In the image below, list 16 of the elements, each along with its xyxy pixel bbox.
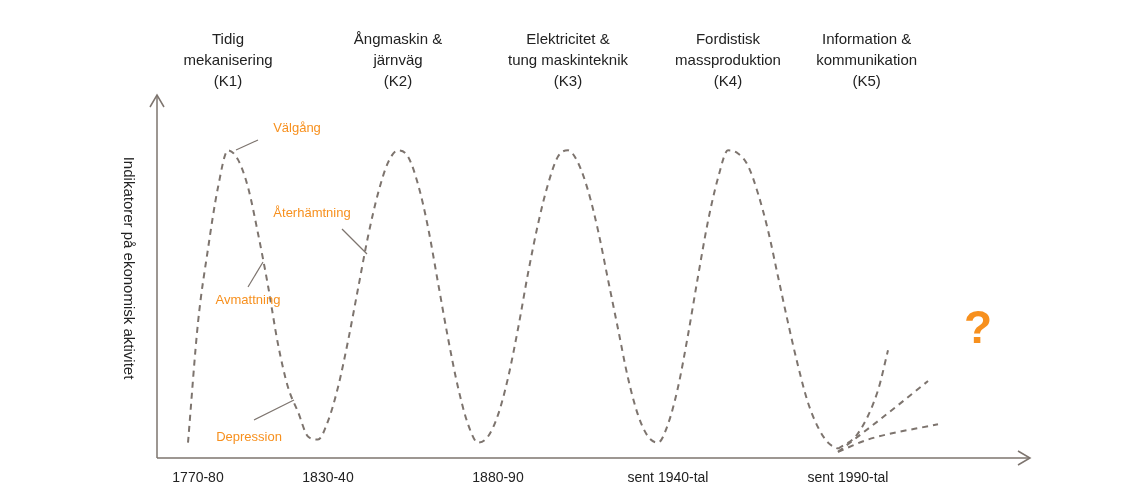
text: Elektricitet & tung maskinteknik (K3) <box>507 30 629 90</box>
text: Välgång <box>273 119 321 135</box>
y-axis-title: Indikatorer på ekonomisk aktivitet <box>120 156 138 381</box>
text: Ångmaskin & järnväg (K2) <box>353 30 443 90</box>
annotation: Avmattning <box>215 291 281 307</box>
annotation: ? <box>963 300 993 353</box>
x-tick-label: 1880-90 <box>472 469 524 486</box>
x-tick-label: 1770-80 <box>172 469 224 486</box>
x-tick-label: sent 1940-tal <box>627 469 709 486</box>
x-tick-label: 1830-40 <box>302 469 354 486</box>
annotation: Återhämtning <box>273 204 351 220</box>
x-tick-label: sent 1990-tal <box>807 469 889 486</box>
text: Information & kommunikation (K5) <box>816 30 918 90</box>
annotation: Depression <box>216 428 282 444</box>
text: Fordistisk massproduktion (K4) <box>675 30 781 90</box>
text: Tidig mekanisering (K1) <box>183 30 273 90</box>
